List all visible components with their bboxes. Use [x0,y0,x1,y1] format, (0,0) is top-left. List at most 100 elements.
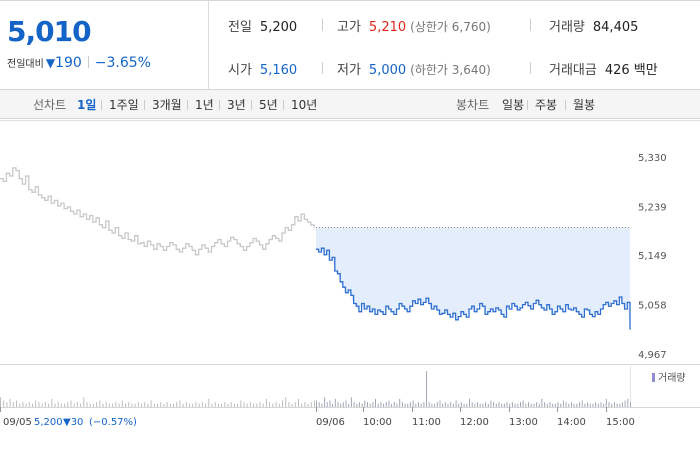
volume-bar [538,403,540,407]
volume-bar [565,402,567,407]
volume-bar [157,403,158,407]
change-label: 전일대비 [7,59,44,70]
volume-bar [501,403,503,407]
volume-bar [329,400,331,407]
volume-bar [375,398,376,407]
volume-bar [189,403,190,407]
tab-10-year[interactable]: 10년 [291,98,318,112]
grid-lines [0,120,700,408]
volume-bar [605,398,607,407]
volume-bar [32,403,33,407]
volume-bar [35,400,37,407]
volume-bar [549,402,551,407]
today-fill-area [316,227,630,330]
volume-bar [288,402,290,407]
volume-bar [318,402,320,407]
stat-divider [530,19,531,31]
volume-bar [243,402,245,407]
volume-bar [150,400,152,407]
volume-bar [137,402,139,407]
volume-bar [99,400,101,407]
tab-1-day[interactable]: 1일 [77,98,97,112]
stat-lower-limit: (하한가 3,640) [410,63,491,77]
tab-divider [565,100,566,110]
volume-bar [348,403,350,407]
volume-bar [125,403,126,407]
volume-bar [112,403,114,407]
volume-bar [64,403,66,407]
volume-bar [442,403,444,407]
volume-legend-label: 거래량 [658,372,686,384]
x-tick-label: 14:00 [557,417,586,428]
stat-amount: 거래대금 426 백만 [549,59,658,78]
volume-bar [83,397,85,407]
volume-bar [44,402,46,407]
tab-3-year[interactable]: 3년 [227,98,246,112]
volume-bar [205,403,207,407]
y-tick-label: 5,330 [638,153,667,164]
volume-bar [393,402,395,407]
volume-bars [0,371,631,407]
tab-5-year[interactable]: 5년 [259,98,278,112]
volume-bar [240,400,242,407]
volume-bar [314,400,315,407]
volume-bar [282,400,283,407]
volume-bar [458,403,460,407]
volume-bar [38,402,40,407]
volume-bar [12,402,14,407]
volume-bar [498,402,500,407]
volume-bar [332,403,334,407]
volume-bar [369,403,371,407]
volume-bar [621,402,623,407]
change-row: 전일대비 ▼190 −3.65% [7,55,151,71]
volume-bar [73,403,75,407]
volume-bar [337,402,339,407]
stat-upper-limit: (상한가 6,760) [410,20,491,34]
x-axis: 09/06 10:00 11:00 12:00 13:00 14:00 15:00 [0,407,635,428]
volume-bar [520,402,521,407]
volume-bar [573,403,575,407]
volume-bar [141,403,142,407]
tab-weekly-candle[interactable]: 주봉 [535,98,558,112]
volume-bar [208,398,210,407]
volume-bar [147,403,149,407]
volume-bar [358,402,360,407]
stat-low-label: 저가 [337,63,361,78]
change-divider [87,56,89,68]
volume-bar [153,403,155,407]
stat-open-label: 시가 [228,63,252,78]
volume-bar [221,403,223,407]
volume-bar [367,402,368,407]
volume-bar [345,400,347,407]
tab-1-week[interactable]: 1주일 [109,98,139,112]
volume-bar [28,402,30,407]
volume-bar [544,402,546,407]
volume-bar [105,402,107,407]
volume-bar [265,398,267,407]
tab-3-month[interactable]: 3개월 [152,98,182,112]
volume-bar [86,402,88,407]
stat-high-label: 고가 [337,20,361,35]
tab-monthly-candle[interactable]: 월봉 [573,98,596,112]
stat-amount-value: 426 백만 [604,63,658,78]
current-price: 5,010 [7,15,92,48]
tab-daily-candle[interactable]: 일봉 [502,98,525,112]
x-tick-label: 15:00 [606,417,635,428]
volume-bar [455,400,457,407]
volume-bar [479,403,481,407]
volume-bar [9,398,11,407]
volume-bar [568,403,570,407]
volume-bar [469,398,470,407]
volume-bar [259,402,261,407]
volume-bar [25,403,27,407]
volume-bar [272,403,274,407]
stat-volume: 거래량 84,405 [549,16,638,35]
volume-bar [383,403,385,407]
tab-1-year[interactable]: 1년 [195,98,214,112]
volume-bar [536,402,538,407]
volume-bar [522,400,524,407]
change-rate: −3.65% [94,55,151,71]
volume-bar [201,402,203,407]
today-price-line [316,247,631,330]
volume-bar [108,403,110,407]
